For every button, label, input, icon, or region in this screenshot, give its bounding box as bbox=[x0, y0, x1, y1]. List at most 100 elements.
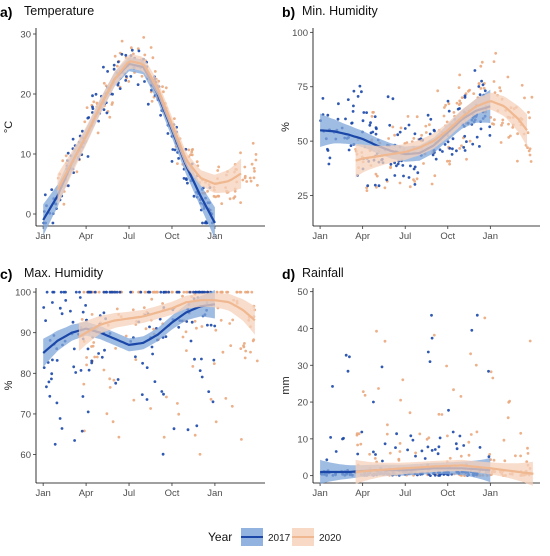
data-point-2020 bbox=[131, 290, 135, 294]
data-point-2017 bbox=[454, 442, 458, 446]
data-point-2017 bbox=[325, 458, 329, 462]
data-point-2017 bbox=[145, 366, 149, 369]
data-point-2017 bbox=[160, 390, 164, 393]
data-point-2020 bbox=[228, 197, 232, 201]
panel-title: Max. Humidity bbox=[24, 266, 104, 280]
data-point-2020 bbox=[238, 290, 242, 294]
data-point-2020 bbox=[459, 454, 463, 458]
data-point-2020 bbox=[149, 46, 153, 49]
data-point-2017 bbox=[437, 474, 440, 477]
data-point-2017 bbox=[352, 104, 355, 108]
data-point-2020 bbox=[483, 316, 487, 320]
data-point-2020 bbox=[90, 345, 93, 348]
data-point-2017 bbox=[115, 290, 119, 294]
data-point-2020 bbox=[97, 290, 101, 294]
data-point-2017 bbox=[356, 452, 360, 456]
data-point-2020 bbox=[131, 308, 135, 312]
data-point-2020 bbox=[142, 306, 146, 309]
data-point-2020 bbox=[406, 115, 410, 118]
data-point-2020 bbox=[493, 118, 496, 122]
data-point-2020 bbox=[170, 290, 174, 294]
data-point-2020 bbox=[224, 397, 228, 400]
data-point-2017 bbox=[426, 445, 430, 449]
data-point-2017 bbox=[113, 290, 117, 294]
data-point-2017 bbox=[53, 442, 57, 446]
data-point-2017 bbox=[463, 149, 467, 152]
data-point-2017 bbox=[91, 94, 94, 98]
data-point-2020 bbox=[95, 355, 99, 359]
data-point-2020 bbox=[372, 110, 375, 114]
data-point-2017 bbox=[207, 390, 211, 393]
data-point-2017 bbox=[78, 296, 82, 299]
data-point-2017 bbox=[433, 448, 437, 451]
data-point-2017 bbox=[51, 301, 54, 304]
data-point-2017 bbox=[102, 290, 106, 294]
data-point-2017 bbox=[430, 449, 434, 452]
data-point-2017 bbox=[140, 393, 144, 396]
data-point-2020 bbox=[127, 80, 131, 83]
data-point-2017 bbox=[487, 369, 490, 373]
data-point-2020 bbox=[230, 404, 234, 408]
data-point-2020 bbox=[239, 347, 243, 350]
data-point-2017 bbox=[143, 80, 146, 83]
data-point-2020 bbox=[142, 36, 146, 39]
data-point-2020 bbox=[519, 454, 522, 458]
data-point-2017 bbox=[44, 319, 47, 322]
data-point-2020 bbox=[115, 307, 119, 311]
data-point-2020 bbox=[368, 452, 371, 456]
data-point-2020 bbox=[217, 194, 221, 198]
data-point-2017 bbox=[411, 438, 415, 442]
data-point-2020 bbox=[457, 86, 461, 89]
data-point-2017 bbox=[151, 352, 155, 356]
data-point-2020 bbox=[528, 153, 532, 157]
data-point-2017 bbox=[470, 328, 474, 332]
data-point-2020 bbox=[422, 162, 425, 165]
data-point-2020 bbox=[244, 349, 248, 353]
data-point-2017 bbox=[182, 177, 186, 180]
data-point-2017 bbox=[89, 290, 93, 294]
data-point-2017 bbox=[50, 188, 54, 192]
data-point-2020 bbox=[399, 398, 402, 402]
panel-4: d) Rainfall 0 10 20 30 40 50 Jan Apr Jul Oct Jan mm bbox=[280, 266, 540, 499]
y-tick-label: 30 bbox=[297, 361, 308, 372]
data-point-2017 bbox=[334, 450, 338, 453]
y-tick-label: 20 bbox=[20, 90, 31, 101]
data-point-2017 bbox=[362, 111, 366, 114]
data-point-2020 bbox=[433, 174, 437, 178]
data-point-2020 bbox=[420, 133, 423, 137]
data-point-2017 bbox=[451, 147, 454, 151]
data-point-2020 bbox=[424, 124, 428, 128]
data-point-2020 bbox=[526, 131, 530, 135]
data-point-2017 bbox=[192, 194, 196, 198]
data-point-2020 bbox=[161, 302, 165, 305]
data-point-2020 bbox=[244, 290, 247, 294]
data-point-2020 bbox=[526, 146, 529, 150]
data-point-2020 bbox=[526, 446, 529, 450]
data-point-2020 bbox=[415, 177, 419, 181]
y-tick-label: 0 bbox=[26, 210, 31, 221]
data-point-2017 bbox=[341, 437, 344, 441]
data-point-2020 bbox=[198, 452, 202, 456]
smooth-line-2017 bbox=[42, 303, 216, 354]
data-point-2020 bbox=[252, 167, 256, 170]
data-point-2020 bbox=[255, 359, 259, 363]
data-point-2020 bbox=[64, 154, 68, 158]
data-point-2020 bbox=[221, 350, 225, 354]
data-point-2020 bbox=[398, 181, 402, 185]
data-point-2017 bbox=[406, 448, 409, 452]
x-tick-label: Oct bbox=[440, 231, 455, 242]
data-point-2020 bbox=[243, 165, 247, 169]
data-point-2017 bbox=[84, 304, 87, 307]
data-point-2020 bbox=[114, 347, 117, 350]
smooth-line-2020 bbox=[355, 100, 528, 162]
data-point-2020 bbox=[93, 355, 97, 359]
data-point-2017 bbox=[206, 323, 209, 327]
data-point-2020 bbox=[527, 149, 531, 153]
data-point-2020 bbox=[488, 453, 492, 456]
data-point-2017 bbox=[478, 93, 482, 96]
y-tick-label: 70 bbox=[20, 409, 31, 420]
data-point-2020 bbox=[375, 174, 379, 178]
data-point-2020 bbox=[92, 341, 96, 344]
data-point-2017 bbox=[45, 385, 48, 389]
data-point-2020 bbox=[108, 115, 112, 119]
